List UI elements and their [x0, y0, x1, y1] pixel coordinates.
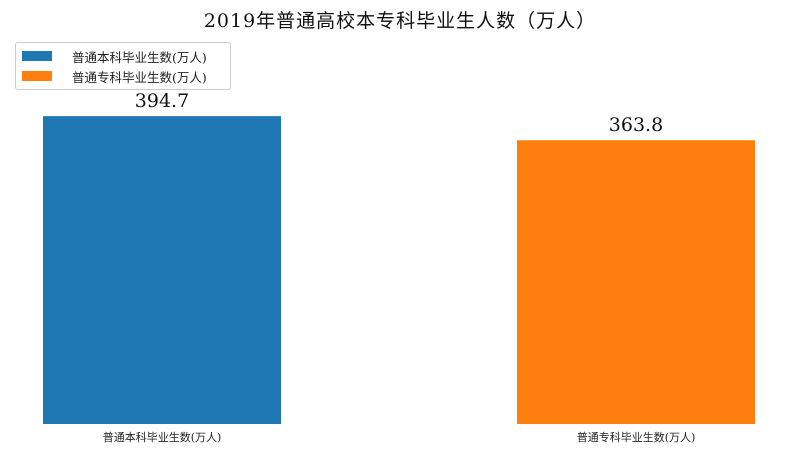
legend-label: 普通专科毕业生数(万人)	[72, 69, 207, 85]
legend-swatch	[22, 71, 52, 81]
legend-item: 普通专科毕业生数(万人)	[22, 68, 207, 85]
data-label: 394.7	[134, 90, 190, 113]
chart-title: 2019年普通高校本专科毕业生人数（万人）	[203, 10, 597, 32]
x-tick-label: 普通本科毕业生数(万人)	[102, 431, 222, 444]
legend-label: 普通本科毕业生数(万人)	[72, 49, 207, 65]
legend-swatch	[22, 51, 52, 61]
bar	[43, 116, 281, 424]
data-label: 363.8	[608, 114, 664, 137]
legend-item: 普通本科毕业生数(万人)	[22, 48, 207, 65]
legend: 普通本科毕业生数(万人) 普通专科毕业生数(万人)	[15, 42, 231, 90]
bar	[517, 140, 755, 424]
x-tick-label: 普通专科毕业生数(万人)	[576, 431, 696, 444]
